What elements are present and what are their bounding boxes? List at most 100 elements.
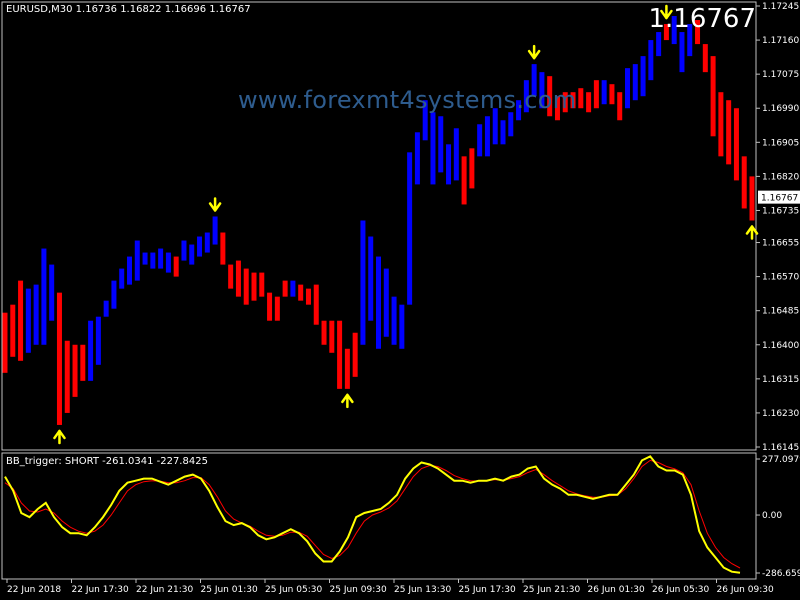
price-bar [539, 72, 545, 109]
price-bar [158, 248, 164, 269]
indicator-tick-label: -286.6594 [762, 569, 800, 579]
price-bar [64, 340, 70, 413]
time-tick-label: 22 Jun 17:30 [72, 585, 129, 595]
price-bar [562, 92, 568, 113]
price-bar [484, 116, 490, 157]
price-bar [461, 156, 467, 205]
price-bar [687, 24, 693, 57]
price-bar [570, 92, 576, 109]
indicator-tick-label: 0.00 [762, 511, 782, 521]
price-bar [547, 76, 553, 117]
price-bar [111, 280, 117, 309]
price-bar [609, 84, 615, 105]
price-tick-label: 1.16905 [762, 138, 799, 148]
price-tick-label: 1.17075 [762, 70, 799, 80]
buy-arrow-icon [53, 429, 66, 445]
time-tick-label: 22 Jun 21:30 [136, 585, 193, 595]
current-price-tag-label: 1.16767 [761, 194, 798, 204]
price-bar [430, 112, 436, 185]
price-bar [243, 268, 249, 305]
watermark-url: www.forexmt4systems.com [238, 86, 577, 114]
price-bar [531, 64, 537, 97]
price-bar [18, 280, 24, 361]
price-bar [438, 116, 444, 173]
time-tick-label: 25 Jun 17:30 [459, 585, 516, 595]
price-bar [453, 128, 459, 181]
price-bar [119, 268, 125, 289]
price-tick-label: 1.16400 [762, 341, 799, 351]
price-bar [321, 320, 327, 345]
price-bar [399, 304, 405, 349]
price-bar [554, 96, 560, 121]
price-bar [492, 108, 498, 145]
price-tick-label: 1.16570 [762, 273, 799, 283]
price-bar [25, 288, 31, 353]
price-bar [741, 156, 747, 209]
price-bar [601, 80, 607, 105]
price-bar [407, 152, 413, 305]
price-bar [586, 92, 592, 113]
price-bar [267, 292, 273, 321]
price-bar [469, 148, 475, 189]
indicator-frame [1, 452, 757, 580]
price-bar [352, 332, 358, 377]
price-bar [212, 216, 218, 245]
price-bar [72, 344, 78, 397]
indicator-tick-label: 277.0979 [762, 455, 800, 465]
price-bar [625, 68, 630, 109]
price-bar [368, 236, 374, 321]
price-bar [679, 32, 685, 73]
price-tick-label: 1.16145 [762, 443, 799, 453]
price-bar [189, 244, 195, 265]
price-bar [718, 92, 724, 157]
price-bar [617, 92, 623, 121]
time-tick-label: 26 Jun 05:30 [652, 585, 709, 595]
price-bar [710, 56, 716, 137]
price-bars[interactable] [2, 16, 755, 425]
price-tick-label: 1.16735 [762, 206, 799, 216]
indicator-lines[interactable] [4, 455, 741, 574]
price-bar [702, 44, 708, 73]
price-bar [56, 292, 62, 425]
price-bar [220, 232, 226, 265]
price-bar [41, 248, 47, 345]
price-bar [150, 252, 156, 269]
sell-arrow-icon [208, 197, 222, 212]
time-axis: 22 Jun 2018 22 Jun 17:30 22 Jun 21:30 25 Ju… [6, 579, 774, 595]
price-bar [173, 256, 179, 277]
price-bar [298, 284, 304, 301]
price-tick-label: 1.16820 [762, 172, 799, 182]
price-bar [422, 100, 428, 141]
time-tick-label: 25 Jun 21:30 [523, 585, 580, 595]
price-tick-label: 1.16655 [762, 239, 799, 249]
sell-arrow-icon [527, 44, 541, 60]
price-bar [632, 64, 638, 101]
price-bar [726, 100, 732, 165]
price-bar [376, 256, 381, 349]
price-bar [663, 24, 669, 41]
price-bar [259, 272, 265, 297]
price-bar [640, 56, 646, 97]
price-bar [127, 256, 132, 285]
sell-arrow-icon [660, 4, 673, 20]
price-tick-label: 1.16315 [762, 375, 799, 385]
trigger-signal-line [4, 459, 741, 569]
buy-arrow-icon [341, 393, 354, 409]
time-tick-label: 26 Jun 09:30 [717, 585, 774, 595]
indicator-title: BB_trigger: SHORT -261.0341 -227.8425 [6, 456, 208, 467]
price-bar [305, 288, 311, 305]
price-bar [523, 80, 529, 113]
buy-arrow-icon [745, 225, 759, 240]
main-chart-frame [1, 1, 757, 451]
price-bar [88, 320, 94, 381]
price-bar [2, 312, 8, 373]
price-bar [516, 100, 522, 121]
price-bar [360, 220, 366, 345]
price-bar [197, 236, 203, 257]
price-bar [290, 280, 296, 297]
price-bar [235, 260, 241, 297]
price-tick-label: 1.16485 [762, 307, 799, 317]
price-bar [391, 296, 397, 345]
price-bar [344, 348, 350, 389]
